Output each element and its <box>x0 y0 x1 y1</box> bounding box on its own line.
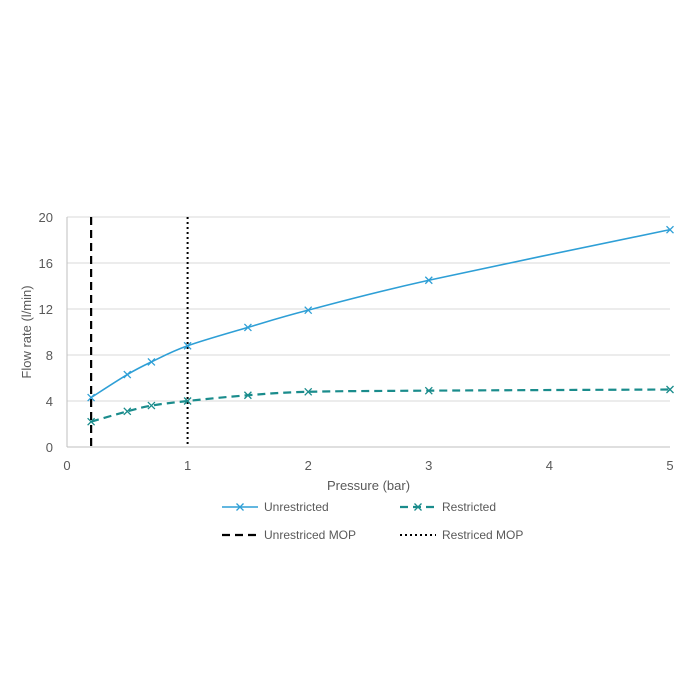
data-point <box>304 387 313 396</box>
grid-lines <box>67 216 670 402</box>
y-tick-label: 0 <box>46 440 53 455</box>
series-line <box>90 228 671 399</box>
legend-item: Unrestriced MOP <box>222 528 356 542</box>
legend-label: Unrestriced MOP <box>264 528 356 542</box>
reference-lines <box>90 217 189 447</box>
y-tick-label: 20 <box>39 210 53 225</box>
data-point <box>123 370 132 379</box>
x-tick-label: 4 <box>546 458 553 473</box>
axes <box>66 217 670 448</box>
data-point <box>666 385 674 394</box>
data-point <box>147 401 156 410</box>
legend-label: Restricted <box>442 500 496 514</box>
data-series <box>87 225 674 426</box>
data-point <box>666 225 674 234</box>
y-tick-label: 16 <box>39 256 53 271</box>
data-point <box>304 306 313 315</box>
legend-item: Unrestricted <box>222 500 329 514</box>
legend-marker <box>236 503 244 511</box>
x-tick-label: 3 <box>425 458 432 473</box>
data-point <box>123 407 132 416</box>
data-point <box>424 386 433 395</box>
series-line <box>90 388 671 423</box>
data-point <box>183 341 192 350</box>
legend-label: Unrestricted <box>264 500 329 514</box>
legend-label: Restriced MOP <box>442 528 523 542</box>
data-point <box>243 323 252 332</box>
legend-item: Restricted <box>400 500 496 514</box>
data-point <box>87 393 96 402</box>
data-point <box>147 357 156 366</box>
data-point <box>87 417 96 426</box>
y-tick-label: 8 <box>46 348 53 363</box>
legend-item: Restriced MOP <box>400 528 523 542</box>
y-axis-label: Flow rate (l/min) <box>19 285 34 378</box>
data-point <box>183 397 192 405</box>
x-tick-label: 5 <box>666 458 673 473</box>
x-tick-label: 0 <box>63 458 70 473</box>
legend: Unrestricted Restricted Unrestriced MOP Res… <box>222 500 523 542</box>
x-tick-label: 2 <box>305 458 312 473</box>
data-point <box>424 276 433 285</box>
y-tick-label: 4 <box>46 394 53 409</box>
x-axis-label: Pressure (bar) <box>327 478 410 493</box>
legend-marker <box>414 503 422 511</box>
x-tick-label: 1 <box>184 458 191 473</box>
data-point <box>243 391 252 400</box>
y-tick-label: 12 <box>39 302 53 317</box>
